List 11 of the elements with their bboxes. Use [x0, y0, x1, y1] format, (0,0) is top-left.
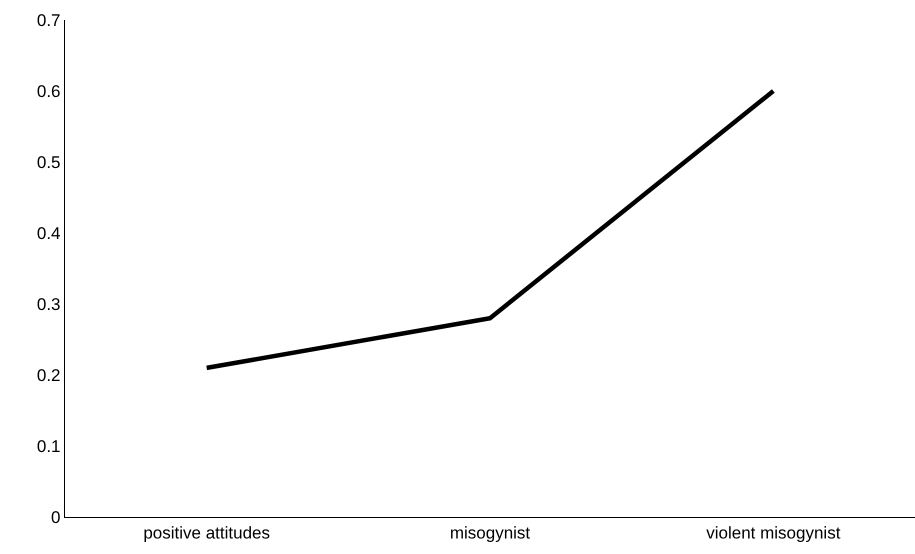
y-tick-label: 0.1: [36, 436, 60, 456]
y-tick-label: 0: [51, 508, 60, 527]
y-tick-label: 0.7: [36, 10, 60, 30]
x-tick-label: misogynist: [450, 524, 530, 542]
x-tick-label: positive attitudes: [143, 524, 270, 542]
y-tick-label: 0.5: [36, 152, 60, 172]
y-tick-label: 0.3: [36, 294, 60, 314]
y-tick-label: 0.6: [36, 82, 60, 101]
y-tick-label: 0.4: [36, 224, 60, 243]
y-tick-label: 0.2: [36, 366, 60, 385]
x-tick-label: violent misogynist: [706, 524, 841, 542]
